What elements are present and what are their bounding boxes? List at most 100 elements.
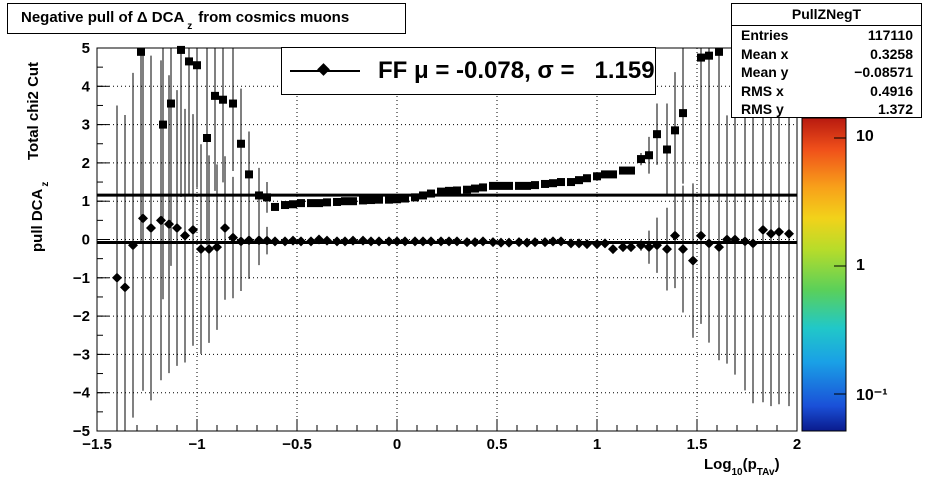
mean-point: [374, 236, 384, 247]
sigma-point: [679, 109, 687, 118]
mean-point: [766, 228, 776, 239]
mean-point: [444, 236, 454, 247]
sigma-point: [211, 91, 219, 100]
gridlines: [97, 48, 797, 431]
sigma-point: [549, 179, 557, 188]
legend-label: FF μ = -0.078, σ = 1.159: [378, 57, 655, 84]
mean-point: [220, 223, 230, 234]
mean-point: [254, 235, 264, 246]
mean-point: [348, 235, 358, 246]
mean-point: [784, 228, 794, 239]
plot-title-text: Negative pull of Δ DCA: [21, 9, 185, 26]
y-tick-label: 3: [82, 117, 90, 134]
mean-point: [314, 234, 324, 245]
sigma-point: [229, 99, 237, 108]
stats-value: −0.08571: [854, 64, 913, 80]
x-axis-label-mid: (p: [742, 456, 757, 473]
mean-point: [138, 213, 148, 224]
stats-row: Mean x 0.3258: [732, 45, 921, 64]
mean-point: [566, 238, 576, 249]
y-axis-label: pull DCAz: [29, 182, 51, 252]
fit-lines: [97, 193, 797, 244]
mean-point: [280, 236, 290, 247]
legend-marker-icon: [290, 61, 360, 81]
axes: −1.5 −1 −0.5 0 0.5 1 1.5 2 −5 −4 −3 −2 −1 0 1 2 3 4 5: [73, 40, 801, 453]
stats-row: Entries 117110: [732, 26, 921, 45]
mean-point: [296, 236, 306, 247]
sigma-point: [601, 170, 609, 179]
mean-point: [112, 272, 122, 283]
mean-point: [204, 244, 214, 255]
mean-point: [652, 240, 662, 251]
sigma-point: [237, 139, 245, 148]
stats-label: Mean y: [741, 64, 789, 80]
mean-point: [384, 236, 394, 247]
sigma-point: [307, 199, 315, 208]
mean-point: [180, 230, 190, 241]
mean-point: [262, 235, 272, 246]
y-tick-label: 5: [82, 40, 90, 57]
mean-point: [128, 240, 138, 251]
sigma-point: [627, 166, 635, 175]
sigma-point: [177, 45, 185, 54]
sigma-point: [255, 191, 263, 200]
mean-point: [704, 238, 714, 249]
mean-point: [626, 242, 636, 253]
sigma-point: [297, 199, 305, 208]
mean-point: [164, 219, 174, 230]
sigma-point: [541, 179, 549, 188]
sigma-point: [193, 61, 201, 70]
sigma-point: [715, 47, 723, 56]
sigma-point: [185, 57, 193, 66]
stats-row: Mean y −0.08571: [732, 63, 921, 82]
mean-point: [270, 236, 280, 247]
sigma-point: [427, 189, 435, 198]
mean-point: [400, 236, 410, 247]
mean-point: [156, 215, 166, 226]
sigma-point: [333, 197, 341, 206]
y-axis-label-top: Total chi2 Cut: [25, 62, 42, 160]
y-tick-label: 2: [82, 155, 90, 172]
y-tick-label: 0: [82, 232, 90, 249]
plot-title-suffix: from cosmics muons: [198, 9, 350, 26]
stats-value: 117110: [867, 27, 913, 43]
sigma-point: [349, 197, 357, 206]
colorbar-tick-label: 10: [856, 128, 874, 145]
sigma-point: [663, 145, 671, 154]
mean-point: [670, 230, 680, 241]
mean-point: [340, 236, 350, 247]
mean-point: [714, 242, 724, 253]
sigma-point: [419, 191, 427, 200]
mean-point: [212, 242, 222, 253]
stats-label: Entries: [741, 27, 789, 43]
mean-point: [522, 237, 532, 248]
mean-point: [244, 235, 254, 246]
sigma-point: [609, 170, 617, 179]
sigma-point: [653, 130, 661, 139]
mean-point: [678, 244, 688, 255]
mean-point: [722, 234, 732, 245]
mean-point: [366, 236, 376, 247]
mean-point: [462, 237, 472, 248]
sigma-point: [583, 174, 591, 183]
sigma-point: [593, 172, 601, 181]
mean-point: [582, 239, 592, 250]
y-tick-label: −4: [73, 385, 91, 402]
sigma-point: [437, 187, 445, 196]
sigma-point: [393, 195, 401, 204]
mean-point: [322, 235, 332, 246]
x-tick-label: 1: [593, 436, 601, 453]
y-tick-label: −5: [73, 423, 90, 440]
sigma-point: [505, 181, 513, 190]
x-tick-label: 2: [793, 436, 801, 453]
y-tick-label: −3: [73, 346, 90, 363]
mean-point: [236, 236, 246, 247]
y-tick-label: 4: [82, 78, 91, 95]
y-tick-label: −1: [73, 270, 90, 287]
sigma-point: [245, 170, 253, 179]
mean-point: [470, 237, 480, 248]
mean-point: [426, 236, 436, 247]
sigma-point: [619, 166, 627, 175]
sigma-point: [375, 195, 383, 204]
